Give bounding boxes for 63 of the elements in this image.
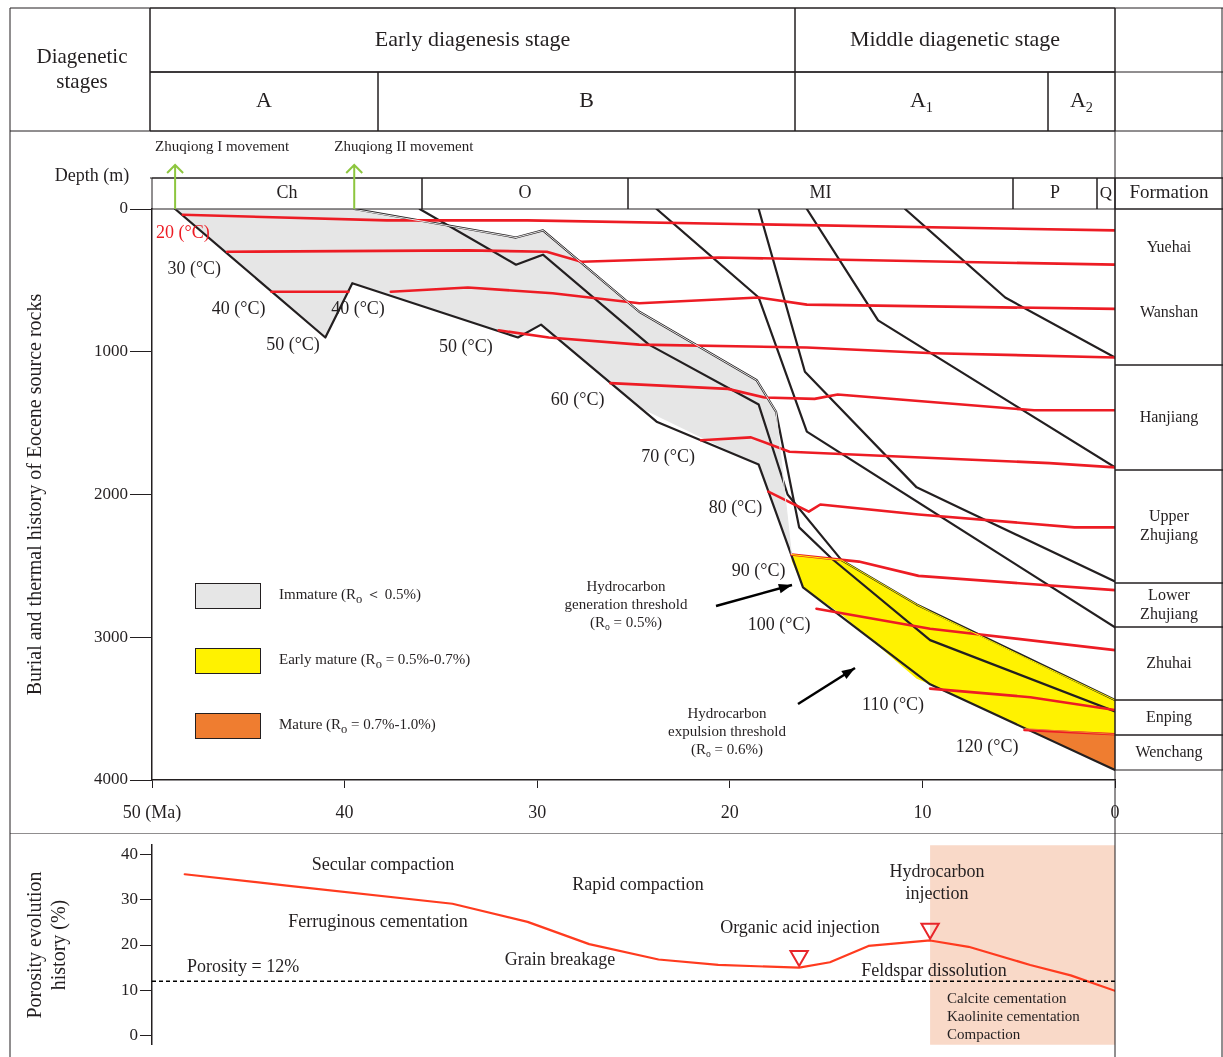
y-tick-label: 40 bbox=[121, 843, 138, 863]
text: Q bbox=[1099, 182, 1113, 202]
annotation: Ferruginous cementation bbox=[288, 910, 468, 931]
x-tick-label: 40 bbox=[335, 801, 354, 822]
y-tick-label: 0 bbox=[129, 1025, 138, 1045]
y-tick-label: 4000 bbox=[94, 769, 128, 789]
text: O bbox=[518, 182, 532, 203]
text: B bbox=[579, 87, 594, 113]
x-tick-label: 50 (Ma) bbox=[122, 801, 182, 823]
y-tick-label: 3000 bbox=[94, 626, 128, 646]
text: Yuehai bbox=[1146, 238, 1192, 256]
annotation: Organic acid injection bbox=[720, 916, 880, 937]
annotation: 50 (°C) bbox=[266, 333, 320, 355]
ref-line-label: Porosity = 12% bbox=[187, 956, 300, 977]
text: MI bbox=[809, 182, 832, 203]
text: Hanjiang bbox=[1139, 407, 1199, 426]
x-tick-label: 30 bbox=[528, 801, 547, 822]
y-tick-label: 20 bbox=[121, 934, 138, 954]
annotation: Calcite cementation Kaolinite cementation Compaction bbox=[947, 989, 1081, 1042]
annotation: Secular compaction bbox=[311, 853, 455, 874]
series-label: 100 (°C) bbox=[747, 614, 811, 636]
x-tick-label: 10 bbox=[913, 801, 932, 822]
series-label: 80 (°C) bbox=[708, 497, 763, 519]
y-tick-label: 0 bbox=[119, 198, 128, 218]
text: Depth (m) bbox=[54, 164, 130, 186]
y-tick-label: 10 bbox=[121, 979, 138, 999]
text: Formation bbox=[1129, 181, 1210, 203]
legend-label: Early mature (R$_{o}$ = 0.5%-0.7%) bbox=[279, 650, 471, 672]
annotation: Grain breakage bbox=[504, 948, 616, 969]
y-tick-label: 30 bbox=[121, 889, 138, 909]
series-label: 90 (°C) bbox=[731, 560, 786, 582]
series-label: 30 (°C) bbox=[167, 257, 222, 279]
text: Upper Zhujiang bbox=[1140, 507, 1198, 545]
text: Wanshan bbox=[1139, 303, 1199, 321]
x-tick-label: 20 bbox=[720, 801, 739, 822]
series-label: 110 (°C) bbox=[862, 694, 925, 716]
series-label: 40 (°C) bbox=[211, 297, 266, 319]
series-label: 70 (°C) bbox=[641, 445, 695, 467]
y-axis-title: Porosity evolution history (%) bbox=[23, 871, 71, 1019]
y-tick-label: 2000 bbox=[94, 483, 128, 503]
y-tick-label: 1000 bbox=[94, 341, 128, 361]
text: A bbox=[256, 87, 273, 113]
text: Zhuhai bbox=[1146, 653, 1193, 671]
annotation: Zhuqiong I movement bbox=[155, 137, 291, 154]
legend-label: Mature (R$_{o}$ = 0.7%-1.0%) bbox=[279, 715, 436, 737]
annotation: Rapid compaction bbox=[572, 873, 704, 894]
text: Middle diagenetic stage bbox=[849, 25, 1061, 51]
annotation: Feldspar dissolution bbox=[861, 959, 1007, 980]
annotation: Zhuqiong II movement bbox=[334, 137, 475, 154]
series-label: 60 (°C) bbox=[550, 388, 605, 410]
text: Diagenetic stages bbox=[36, 43, 128, 94]
x-tick-label: 0 bbox=[1110, 801, 1120, 822]
text: Early diagenesis stage bbox=[374, 25, 571, 51]
y-axis-title: Burial and thermal history of Eocene source rocks bbox=[23, 293, 47, 696]
legend-label: Immature (R$_{o}$ ＜ 0.5%) bbox=[279, 585, 422, 607]
text: Lower Zhujiang bbox=[1140, 585, 1198, 623]
series-label: 120 (°C) bbox=[955, 735, 1019, 757]
text: Ch bbox=[276, 182, 298, 203]
text: P bbox=[1049, 182, 1061, 203]
series-label: 50 (°C) bbox=[438, 336, 493, 358]
text: Enping bbox=[1145, 707, 1193, 726]
annotation: Hydrocarbon injection bbox=[889, 860, 985, 903]
text: Wenchang bbox=[1135, 742, 1203, 761]
